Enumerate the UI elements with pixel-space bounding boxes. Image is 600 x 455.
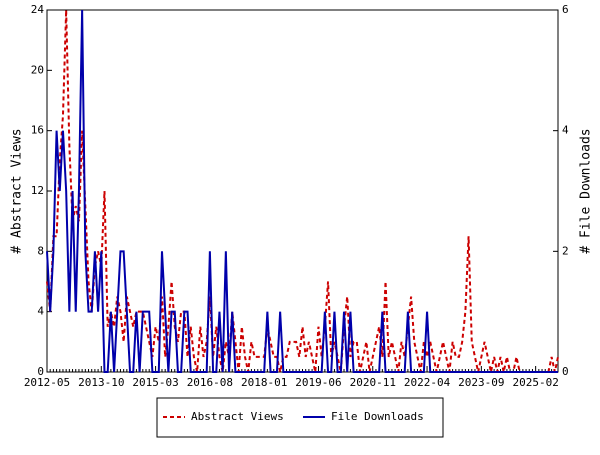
x-tick-label: 2015-03	[132, 376, 178, 389]
x-tick-label: 2018-01	[241, 376, 287, 389]
x-tick-label: 2013-10	[78, 376, 124, 389]
y-tick-label: 20	[31, 63, 44, 76]
y-tick-label: 8	[37, 244, 44, 257]
y-axis-title: # Abstract Views	[10, 128, 25, 253]
y2-tick-label: 6	[562, 3, 569, 16]
y-tick-label: 12	[31, 184, 44, 197]
x-tick-label: 2025-02	[512, 376, 558, 389]
y2-tick-label: 4	[562, 124, 569, 137]
data-line	[46, 9, 559, 373]
data-line	[46, 9, 558, 373]
legend	[156, 397, 444, 438]
y-tick-label: 16	[31, 124, 44, 137]
x-tick-label: 2012-05	[24, 376, 70, 389]
x-tick-label: 2023-09	[458, 376, 504, 389]
legend-label: Abstract Views	[191, 410, 284, 423]
x-tick-label: 2022-04	[404, 376, 451, 389]
y-tick-label: 24	[31, 3, 45, 16]
x-tick-label: 2019-06	[295, 376, 341, 389]
y2-axis-title: # File Downloads	[579, 128, 594, 253]
legend-label: File Downloads	[331, 410, 424, 423]
plot-frame	[46, 9, 559, 373]
y-tick-label: 0	[37, 365, 44, 378]
y2-tick-label: 0	[562, 365, 569, 378]
y-tick-label: 4	[37, 305, 44, 318]
y2-tick-label: 2	[562, 244, 569, 257]
x-tick-label: 2020-11	[350, 376, 396, 389]
x-tick-label: 2016-08	[187, 376, 233, 389]
